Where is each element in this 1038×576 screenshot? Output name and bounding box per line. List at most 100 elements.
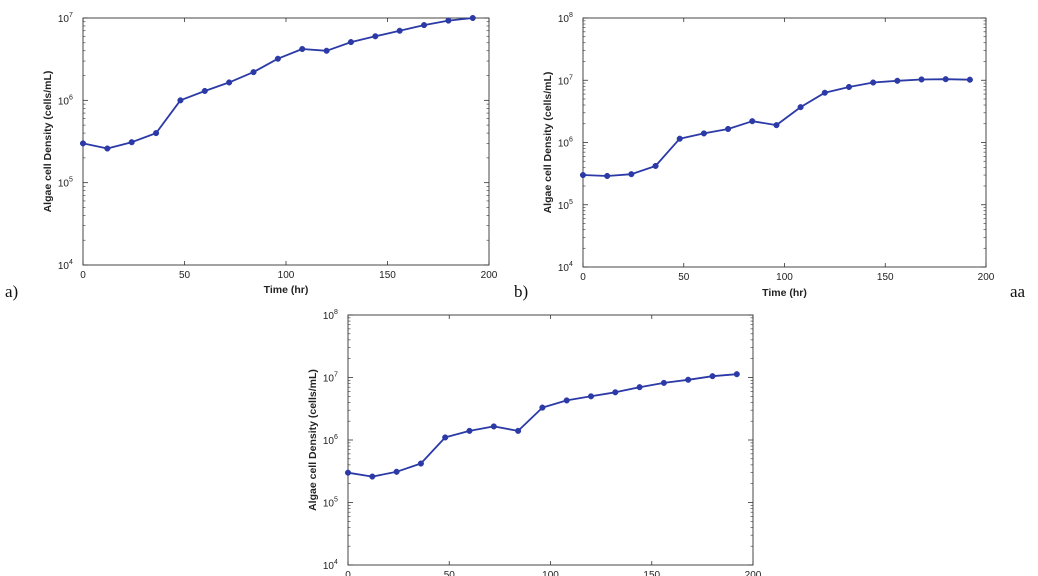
data-point (466, 427, 473, 434)
y-tick-exponent: 5 (334, 497, 338, 504)
x-tick-label: 100 (278, 270, 295, 281)
y-tick-exponent: 4 (569, 261, 573, 268)
y-tick-label: 10 (323, 374, 335, 385)
data-point (417, 460, 424, 467)
data-point (821, 89, 828, 96)
data-point (845, 83, 853, 91)
data-point (870, 79, 877, 86)
data-point (250, 69, 257, 76)
data-point (773, 122, 780, 129)
data-point (128, 139, 135, 146)
data-point (344, 469, 352, 476)
x-tick-label: 50 (179, 270, 191, 281)
data-point (539, 404, 546, 411)
data-point (372, 33, 379, 40)
y-axis-title: Algae cell Density (cells/mL) (42, 71, 54, 213)
y-tick-exponent: 6 (334, 434, 338, 441)
data-point (226, 79, 233, 86)
data-point (490, 423, 497, 430)
data-point (604, 172, 611, 180)
x-tick-label: 0 (80, 270, 86, 281)
data-point (563, 397, 570, 404)
y-tick-label: 10 (558, 139, 570, 150)
y-axis-title: Algae cell Density (cells/mL) (542, 72, 554, 214)
y-tick-exponent: 6 (569, 137, 573, 144)
data-point (749, 118, 756, 125)
data-point (420, 22, 428, 29)
data-point (153, 130, 160, 137)
data-point (918, 76, 925, 83)
x-tick-label: 200 (481, 270, 498, 281)
y-tick-exponent: 4 (69, 259, 73, 266)
data-point (396, 27, 403, 34)
data-point (515, 427, 522, 434)
data-point (612, 389, 619, 396)
y-tick-exponent: 4 (334, 559, 338, 566)
y-tick-label: 10 (323, 499, 335, 510)
data-point (445, 17, 452, 24)
y-tick-exponent: 8 (569, 12, 573, 19)
data-point (660, 379, 667, 386)
data-point (393, 468, 400, 475)
x-tick-label: 150 (643, 570, 660, 576)
data-point (469, 14, 476, 22)
y-tick-label: 10 (58, 14, 70, 25)
y-tick-exponent: 5 (69, 177, 73, 184)
data-point (274, 55, 281, 62)
panel-label-a: a) (5, 282, 19, 301)
y-tick-label: 10 (558, 201, 570, 212)
data-point (942, 76, 949, 83)
y-tick-label: 10 (58, 261, 70, 272)
y-tick-exponent: 7 (334, 372, 338, 379)
y-tick-label: 10 (58, 96, 70, 107)
x-tick-label: 150 (877, 272, 894, 283)
data-point (369, 473, 376, 480)
plot-frame (582, 17, 987, 268)
data-point (709, 373, 716, 380)
x-tick-label: 50 (444, 570, 456, 576)
data-point (587, 393, 595, 400)
x-axis-title: Time (hr) (762, 287, 807, 299)
series-line (82, 17, 473, 150)
x-tick-label: 150 (379, 270, 396, 281)
data-point (636, 384, 643, 391)
data-point (685, 376, 692, 383)
data-point (628, 171, 635, 178)
data-point (579, 171, 587, 179)
data-point (725, 125, 732, 133)
data-point (347, 39, 355, 46)
data-point (966, 76, 973, 83)
y-tick-exponent: 7 (69, 12, 73, 19)
plot-frame (347, 314, 754, 566)
y-tick-exponent: 7 (569, 74, 573, 81)
panel-label-c: aa (1010, 282, 1026, 301)
y-tick-label: 10 (558, 76, 570, 87)
y-tick-label: 10 (58, 179, 70, 190)
y-axis-title: Algae cell Density (cells/mL) (307, 369, 319, 511)
data-point (797, 104, 804, 111)
y-tick-label: 10 (558, 263, 570, 274)
x-tick-label: 200 (978, 272, 995, 283)
data-point (79, 140, 87, 147)
data-point (676, 135, 683, 142)
series-line (347, 373, 737, 478)
y-tick-label: 10 (323, 561, 335, 572)
y-tick-exponent: 5 (569, 199, 573, 206)
data-point (700, 130, 707, 137)
data-point (201, 87, 208, 95)
data-point (894, 77, 901, 84)
data-point (652, 162, 659, 170)
y-tick-exponent: 6 (69, 94, 73, 101)
data-point (733, 371, 740, 378)
x-tick-label: 100 (776, 272, 793, 283)
y-tick-label: 10 (323, 311, 335, 322)
x-tick-label: 50 (678, 272, 690, 283)
y-tick-label: 10 (558, 14, 570, 25)
data-point (177, 97, 184, 104)
data-point (104, 145, 111, 152)
panel-label-b: b) (514, 282, 529, 301)
x-tick-label: 100 (542, 570, 559, 576)
